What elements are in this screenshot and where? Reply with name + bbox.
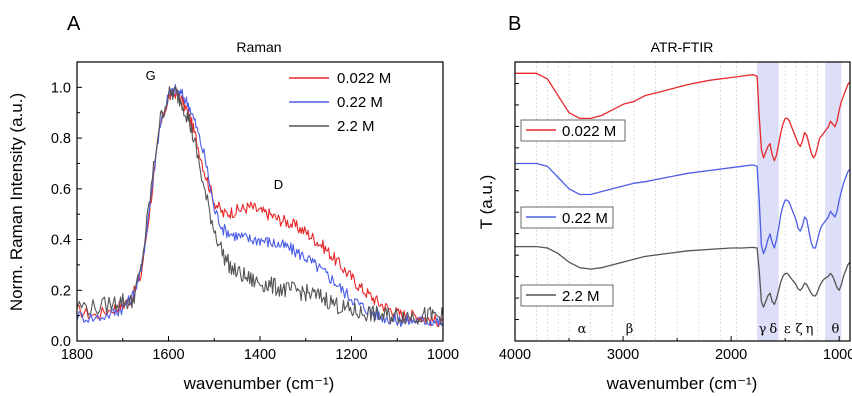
- raman-panel: A Raman 1800 1600 1400 1200 1000 0.0 0.2 0.4 0.6…: [7, 13, 459, 393]
- raman-x-tick-label: 1200: [335, 347, 367, 363]
- raman-legend-label: 2.2 M: [337, 118, 375, 135]
- ftir-x-tick-label: 3000: [607, 347, 639, 363]
- raman-y-tick-label: 1.0: [51, 80, 71, 96]
- ftir-highlight-bands: [757, 62, 842, 341]
- raman-y-tick-label: 0.6: [51, 182, 71, 198]
- ftir-band-label: η: [806, 322, 814, 337]
- ftir-label-box: [520, 284, 614, 307]
- ftir-axes-frame: [514, 61, 851, 342]
- raman-plot-area: 1800 1600 1400 1200 1000 0.0 0.2 0.4 0.6 0.8 1.0: [51, 61, 459, 363]
- ftir-x-tick-label: 4000: [499, 347, 531, 363]
- raman-x-axis-label: wavenumber (cm⁻¹): [183, 374, 335, 393]
- ftir-ticks: 4000 3000 2000 1000: [499, 61, 852, 363]
- ftir-x-axis-label: wavenumber (cm⁻¹): [606, 374, 758, 393]
- raman-x-tick-label: 1800: [61, 347, 93, 363]
- ftir-band-label: θ: [831, 322, 839, 337]
- ftir-band-label: ε: [784, 322, 791, 337]
- ftir-x-tick-label: 2000: [715, 347, 747, 363]
- peak-label-d: D: [274, 177, 283, 192]
- raman-y-tick-label: 0.2: [51, 283, 71, 299]
- panel-label-a: A: [67, 13, 81, 35]
- ftir-label-box: [520, 119, 626, 142]
- ftir-series-line: [515, 72, 851, 162]
- raman-series-line: [76, 83, 444, 328]
- ftir-series-label: 0.22 M: [562, 210, 608, 227]
- ftir-band-label: γ: [759, 322, 767, 337]
- ftir-highlight-band: [825, 62, 842, 341]
- raman-title: Raman: [236, 39, 281, 55]
- ftir-series-lines: [515, 72, 851, 308]
- ftir-band-label: ζ: [796, 322, 803, 337]
- ftir-band-label: δ: [769, 322, 777, 337]
- raman-y-tick-label: 0.8: [51, 131, 71, 147]
- ftir-label-box: [520, 206, 614, 229]
- ftir-y-axis-label: T (a.u.): [477, 175, 496, 229]
- ftir-series-label: 2.2 M: [562, 288, 600, 305]
- raman-series-lines: [76, 83, 444, 328]
- ftir-series-line: [515, 162, 851, 255]
- raman-x-tick-label: 1000: [427, 347, 459, 363]
- raman-y-axis-label: Norm. Raman Intensity (a.u.): [7, 93, 26, 311]
- ftir-band-label: β: [626, 322, 634, 337]
- raman-legend-label: 0.22 M: [337, 94, 383, 111]
- raman-ticks: 1800 1600 1400 1200 1000 0.0 0.2 0.4 0.6 0.8 1.0: [51, 80, 459, 363]
- peak-label-g: G: [146, 68, 156, 83]
- raman-legend: 0.022 M 0.22 M 2.2 M: [289, 70, 391, 135]
- ftir-inline-labels: 0.022 M 0.22 M 2.2 M: [520, 119, 626, 307]
- raman-x-tick-label: 1400: [244, 347, 276, 363]
- raman-x-tick-label: 1600: [152, 347, 184, 363]
- ftir-series-label: 0.022 M: [562, 123, 616, 140]
- ftir-series-line: [515, 245, 851, 308]
- panel-label-b: B: [508, 13, 521, 35]
- ftir-x-tick-label: 1000: [823, 347, 852, 363]
- ftir-highlight-band: [757, 62, 779, 341]
- raman-series-line: [76, 87, 444, 328]
- raman-y-tick-label: 0.0: [51, 334, 71, 350]
- ftir-title: ATR-FTIR: [651, 39, 714, 55]
- raman-y-tick-label: 0.4: [51, 233, 71, 249]
- ftir-band-label: α: [578, 322, 587, 337]
- raman-series-line: [76, 86, 444, 325]
- raman-legend-label: 0.022 M: [337, 70, 391, 87]
